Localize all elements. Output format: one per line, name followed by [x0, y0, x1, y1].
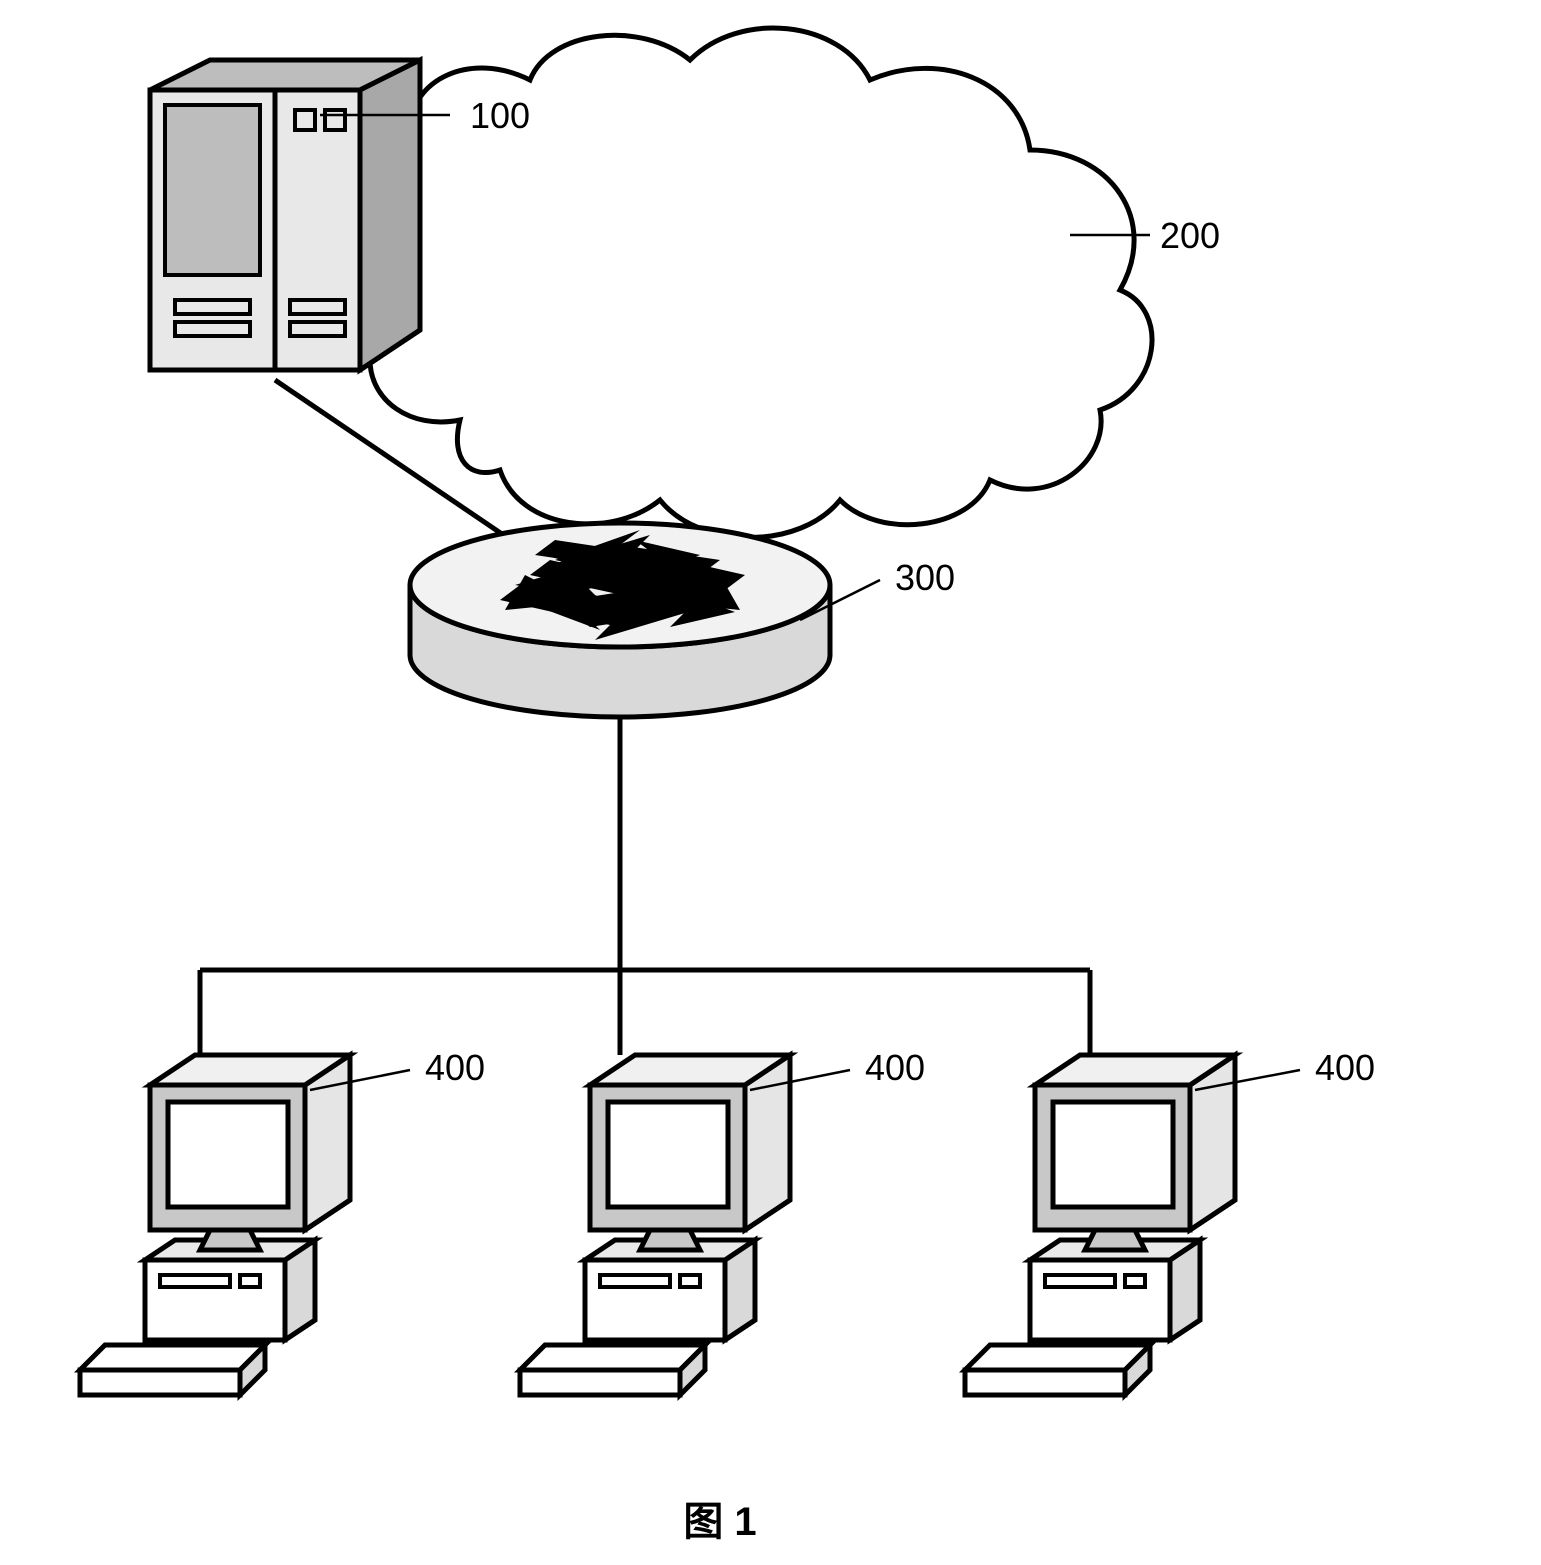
label-router: 300: [895, 557, 955, 598]
label-client-3: 400: [1315, 1047, 1375, 1088]
client-3-icon: [965, 1055, 1235, 1395]
figure-caption: 图 1: [683, 1500, 756, 1544]
client-2-icon: [520, 1055, 790, 1395]
diagram-root: 100 200 300 400 400 400 图 1: [0, 0, 1541, 1565]
label-client-1: 400: [425, 1047, 485, 1088]
client-1-icon: [80, 1055, 350, 1395]
label-cloud: 200: [1160, 215, 1220, 256]
server-icon: [150, 60, 420, 370]
label-server: 100: [470, 95, 530, 136]
label-client-2: 400: [865, 1047, 925, 1088]
